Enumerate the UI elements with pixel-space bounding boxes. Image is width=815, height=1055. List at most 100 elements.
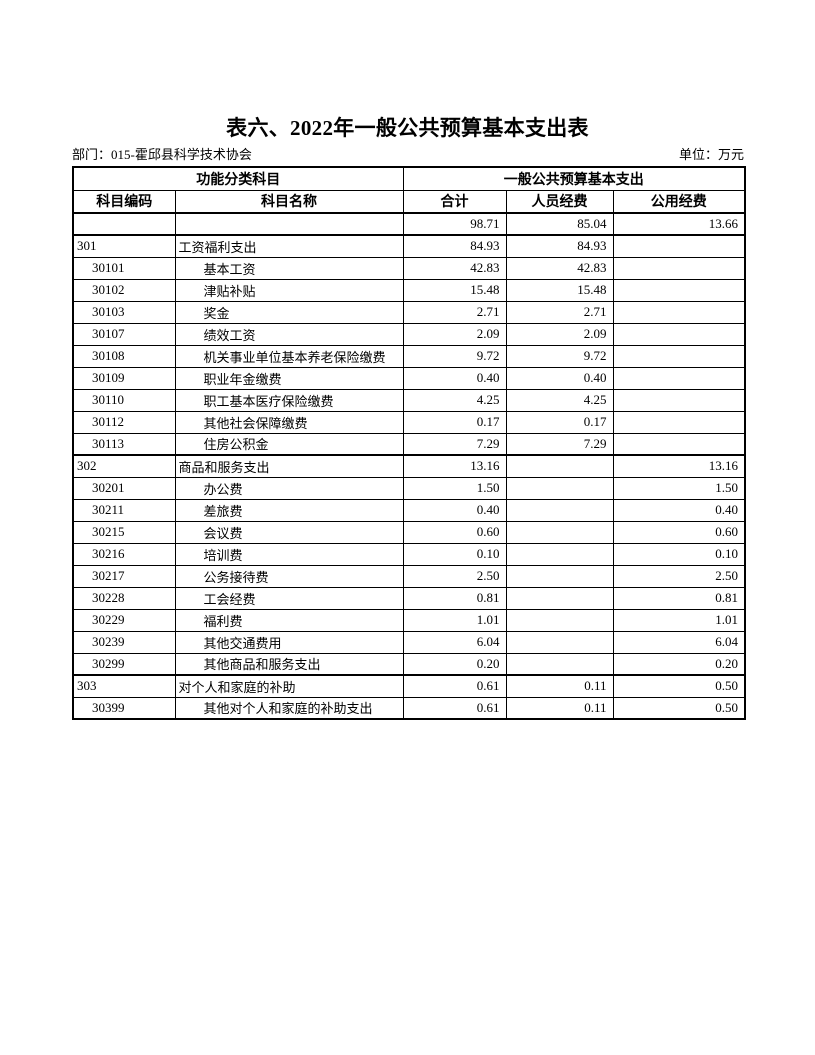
cell-public: 1.50 xyxy=(612,476,747,500)
cell-code: 30399 xyxy=(72,696,176,720)
cell-code: 30211 xyxy=(72,498,176,522)
cell-public xyxy=(612,344,747,368)
cell-public: 6.04 xyxy=(612,630,747,654)
cell-name: 办公费 xyxy=(174,476,404,500)
cell-name: 商品和服务支出 xyxy=(174,454,404,478)
document-meta: 部门：015-霍邱县科学技术协会 单位：万元 xyxy=(72,146,744,164)
cell-public xyxy=(612,366,747,390)
cell-total: 2.09 xyxy=(402,322,507,346)
cell-person xyxy=(505,652,614,676)
cell-total: 0.81 xyxy=(402,586,507,610)
cell-name: 职工基本医疗保险缴费 xyxy=(174,388,404,412)
cell-person: 42.83 xyxy=(505,256,614,280)
cell-public: 0.10 xyxy=(612,542,747,566)
cell-person xyxy=(505,476,614,500)
cell-person: 0.17 xyxy=(505,410,614,434)
cell-name: 其他商品和服务支出 xyxy=(174,652,404,676)
cell-total: 0.17 xyxy=(402,410,507,434)
table-row: 30102 津贴补贴 15.48 15.48 xyxy=(72,278,747,302)
cell-person: 85.04 xyxy=(505,212,614,236)
cell-code: 30201 xyxy=(72,476,176,500)
cell-total: 9.72 xyxy=(402,344,507,368)
cell-public xyxy=(612,278,747,302)
cell-public: 0.50 xyxy=(612,674,747,698)
cell-public xyxy=(612,300,747,324)
cell-person: 15.48 xyxy=(505,278,614,302)
cell-name: 绩效工资 xyxy=(174,322,404,346)
cell-name: 机关事业单位基本养老保险缴费 xyxy=(174,344,404,368)
cell-public xyxy=(612,322,747,346)
column-header-total: 合计 xyxy=(402,189,507,214)
header-group-functional-classification: 功能分类科目 xyxy=(72,166,404,191)
table-row: 98.71 85.04 13.66 xyxy=(72,212,747,236)
cell-code: 30101 xyxy=(72,256,176,280)
table-row: 30216 培训费 0.10 0.10 xyxy=(72,542,747,566)
cell-name: 福利费 xyxy=(174,608,404,632)
table-row: 30201 办公费 1.50 1.50 xyxy=(72,476,747,500)
cell-person: 2.09 xyxy=(505,322,614,346)
cell-code: 30112 xyxy=(72,410,176,434)
table-header-column-row: 科目编码 科目名称 合计 人员经费 公用经费 xyxy=(72,189,747,214)
page-title: 表六、2022年一般公共预算基本支出表 xyxy=(226,116,589,140)
cell-total: 0.40 xyxy=(402,366,507,390)
table-row: 30217 公务接待费 2.50 2.50 xyxy=(72,564,747,588)
table-row: 302 商品和服务支出 13.16 13.16 xyxy=(72,454,747,478)
cell-total: 6.04 xyxy=(402,630,507,654)
cell-code: 30239 xyxy=(72,630,176,654)
cell-public: 1.01 xyxy=(612,608,747,632)
cell-name: 工会经费 xyxy=(174,586,404,610)
cell-person: 2.71 xyxy=(505,300,614,324)
cell-name: 基本工资 xyxy=(174,256,404,280)
table-body: 98.71 85.04 13.66 301 工资福利支出 84.93 84.93 30101 基… xyxy=(72,212,747,720)
cell-code: 30103 xyxy=(72,300,176,324)
table-row: 30399 其他对个人和家庭的补助支出 0.61 0.11 0.50 xyxy=(72,696,747,720)
table-row: 30215 会议费 0.60 0.60 xyxy=(72,520,747,544)
department-label: 部门：015-霍邱县科学技术协会 xyxy=(72,147,252,162)
cell-public xyxy=(612,432,747,456)
cell-name: 公务接待费 xyxy=(174,564,404,588)
cell-person xyxy=(505,564,614,588)
table-row: 301 工资福利支出 84.93 84.93 xyxy=(72,234,747,258)
cell-person xyxy=(505,542,614,566)
cell-name xyxy=(174,212,404,236)
cell-person xyxy=(505,586,614,610)
table-row: 30103 奖金 2.71 2.71 xyxy=(72,300,747,324)
cell-code: 30110 xyxy=(72,388,176,412)
cell-public: 0.81 xyxy=(612,586,747,610)
cell-public xyxy=(612,234,747,258)
cell-person xyxy=(505,498,614,522)
cell-total: 0.40 xyxy=(402,498,507,522)
column-header-code: 科目编码 xyxy=(72,189,176,214)
cell-total: 13.16 xyxy=(402,454,507,478)
cell-code: 30215 xyxy=(72,520,176,544)
cell-total: 0.20 xyxy=(402,652,507,676)
cell-name: 其他社会保障缴费 xyxy=(174,410,404,434)
cell-public: 0.40 xyxy=(612,498,747,522)
cell-public xyxy=(612,256,747,280)
cell-person xyxy=(505,630,614,654)
table-row: 30228 工会经费 0.81 0.81 xyxy=(72,586,747,610)
cell-person: 9.72 xyxy=(505,344,614,368)
cell-person: 84.93 xyxy=(505,234,614,258)
cell-name: 其他对个人和家庭的补助支出 xyxy=(174,696,404,720)
column-header-public: 公用经费 xyxy=(612,189,747,214)
table-row: 30211 差旅费 0.40 0.40 xyxy=(72,498,747,522)
cell-total: 0.61 xyxy=(402,696,507,720)
cell-code: 30229 xyxy=(72,608,176,632)
cell-public xyxy=(612,410,747,434)
table-row: 30109 职业年金缴费 0.40 0.40 xyxy=(72,366,747,390)
column-header-person: 人员经费 xyxy=(505,189,614,214)
cell-person: 0.11 xyxy=(505,696,614,720)
cell-total: 0.61 xyxy=(402,674,507,698)
column-header-name: 科目名称 xyxy=(174,189,404,214)
cell-code xyxy=(72,212,176,236)
cell-person xyxy=(505,608,614,632)
cell-total: 2.71 xyxy=(402,300,507,324)
table-header: 功能分类科目 一般公共预算基本支出 科目编码 科目名称 合计 人员经费 公用经费 xyxy=(72,166,747,214)
cell-total: 1.50 xyxy=(402,476,507,500)
cell-total: 84.93 xyxy=(402,234,507,258)
cell-public: 0.20 xyxy=(612,652,747,676)
budget-table: 功能分类科目 一般公共预算基本支出 科目编码 科目名称 合计 人员经费 公用经费… xyxy=(72,166,747,720)
cell-total: 0.60 xyxy=(402,520,507,544)
